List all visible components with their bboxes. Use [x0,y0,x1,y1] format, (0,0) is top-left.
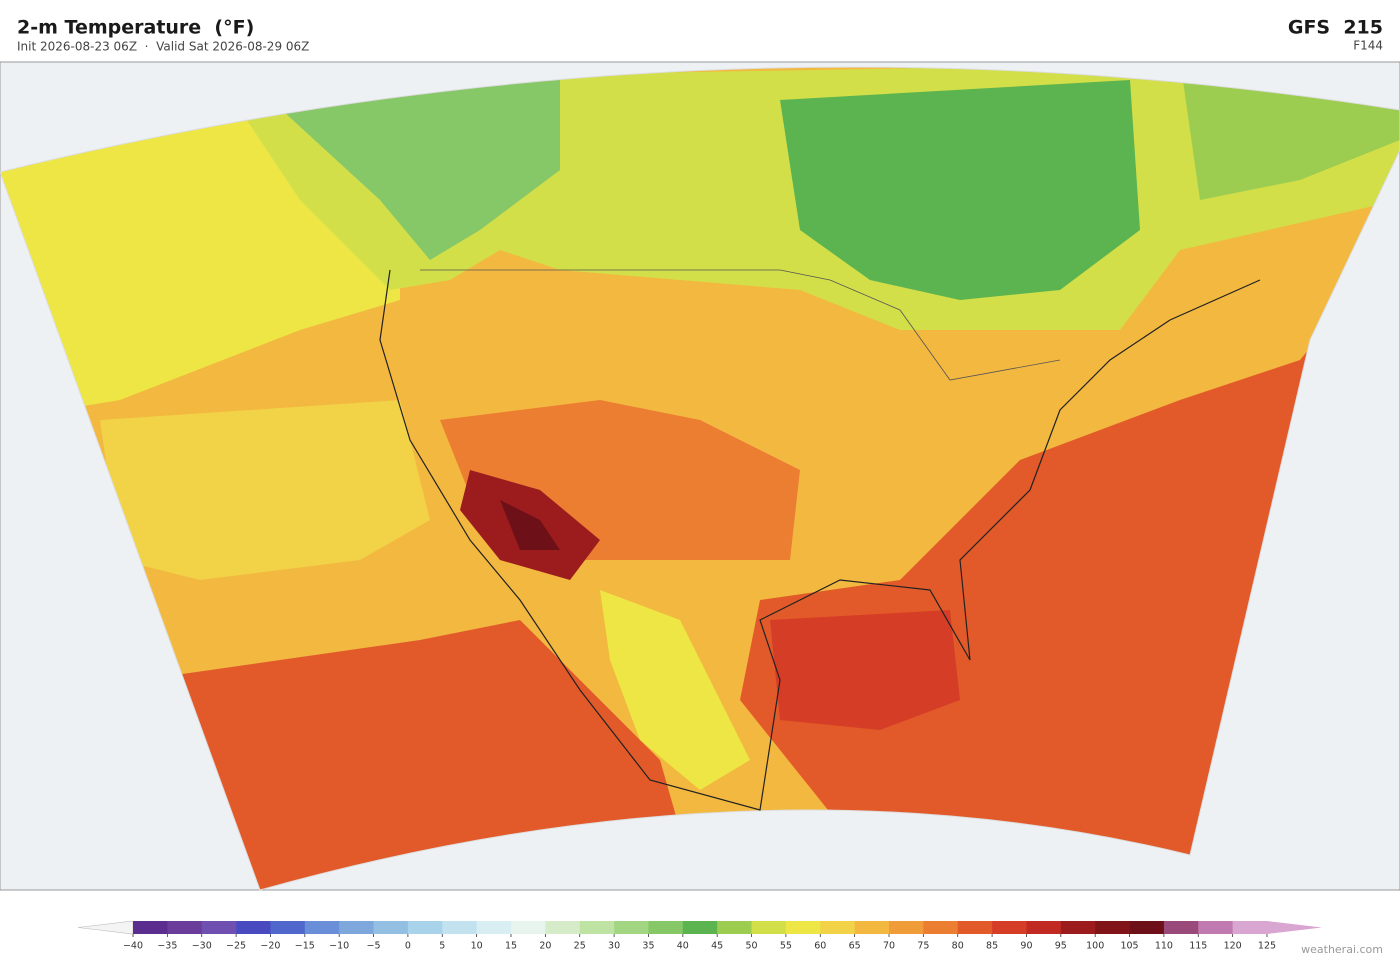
field-green-east [780,80,1140,300]
colorbar-segment [1129,921,1165,934]
colorbar-under [77,920,134,935]
colorbar-tick-label: 80 [952,941,964,952]
colorbar-tick-label: −25 [226,941,246,952]
colorbar-segment [442,921,477,934]
colorbar-segment [579,921,615,934]
colorbar-segment [751,921,787,934]
colorbar-segment [682,921,718,934]
colorbar-tick-label: 25 [574,941,586,952]
colorbar-segment [545,921,581,934]
colorbar-tick-label: 0 [405,941,411,952]
colorbar-segment [614,921,649,934]
colorbar-tick-label: 75 [917,941,929,952]
colorbar-tick-label: 95 [1055,941,1067,952]
colorbar-segment [717,921,752,934]
colorbar-tick-label: 60 [814,941,826,952]
colorbar-segment [476,921,512,934]
colorbar-segment [957,921,993,934]
domain-outline [0,66,1400,891]
field-yellow-pacific [100,400,430,580]
subtitle: Init 2026-08-23 06Z · Valid Sat 2026-08-… [17,40,309,54]
colorbar-segment [648,921,684,934]
temperature-field [0,67,1400,891]
colorbar-segment [923,921,959,934]
colorbar-tick-label: −15 [295,941,315,952]
colorbar-tick-label: 110 [1155,941,1173,952]
field-green-west [260,70,560,260]
colorbar-tick-label: 55 [780,941,792,952]
colorbar-segment [201,921,237,934]
colorbar-tick-label: 85 [986,941,998,952]
colorbar-segment [820,921,855,934]
field-hottest [500,500,560,550]
colorbar-segment [889,921,924,934]
title: 2-m Temperature (°F) [17,17,254,39]
colorbar-tick-label: 10 [471,941,483,952]
colorbar-tick-label: −5 [367,941,381,952]
field-mexico-plateau [600,590,750,790]
colorbar-segment [854,921,890,934]
colorbar-tick-label: −10 [329,941,349,952]
colorbar-tick-label: 35 [642,941,654,952]
colorbar-tick-label: 125 [1258,941,1276,952]
credit: weatherai.com [1301,943,1383,956]
colorbar-tick-label: 115 [1189,941,1207,952]
colorbar-segment [1163,921,1199,934]
coastline [379,269,1261,811]
colorbar: −40 −35 −30 −25 −20 −15 −10 −5 0 5 10 15 20 25 30 35 40 4… [77,920,1322,952]
colorbar-segment [304,921,340,934]
colorbar-tick-label: −40 [123,941,143,952]
colorbar-segment [785,921,821,934]
colorbar-tick-label: 50 [745,941,757,952]
colorbar-segment [1060,921,1096,934]
colorbar-segment [1198,921,1233,934]
colorbar-tick-label: 45 [711,941,723,952]
colorbar-tick-label: −35 [157,941,177,952]
colorbar-tick-label: 90 [1020,941,1032,952]
colorbar-segment [1026,921,1062,934]
field-gulf [770,610,960,730]
colorbar-tick-label: 120 [1224,941,1242,952]
forecast-hour: F144 [1353,39,1383,53]
colorbar-tick-label: −30 [192,941,212,952]
colorbar-segment [1232,921,1268,934]
colorbar-tick-label: 30 [608,941,620,952]
model-label: GFS 215 [1288,17,1383,39]
colorbar-tick-label: 105 [1120,941,1138,952]
colorbar-segment [992,921,1027,934]
colorbar-segment [1095,921,1130,934]
colorbar-tick-label: 5 [439,941,445,952]
colorbar-segment [407,921,443,934]
colorbar-segment [236,921,271,934]
colorbar-tick-label: 40 [677,941,689,952]
colorbar-segment [339,921,374,934]
colorbar-tick-label: 20 [539,941,551,952]
colorbar-tick-label: 65 [849,941,861,952]
colorbar-over [1267,921,1322,934]
colorbar-segment [373,921,409,934]
colorbar-tick-label: 15 [505,941,517,952]
colorbar-segment [133,921,168,934]
border [420,269,1061,381]
map [0,61,1400,891]
colorbar-segment [167,921,203,934]
colorbar-segment [270,921,306,934]
colorbar-tick-label: 100 [1086,941,1104,952]
colorbar-segment [511,921,546,934]
colorbar-tick-label: −20 [260,941,280,952]
colorbar-tick-label: 70 [883,941,895,952]
